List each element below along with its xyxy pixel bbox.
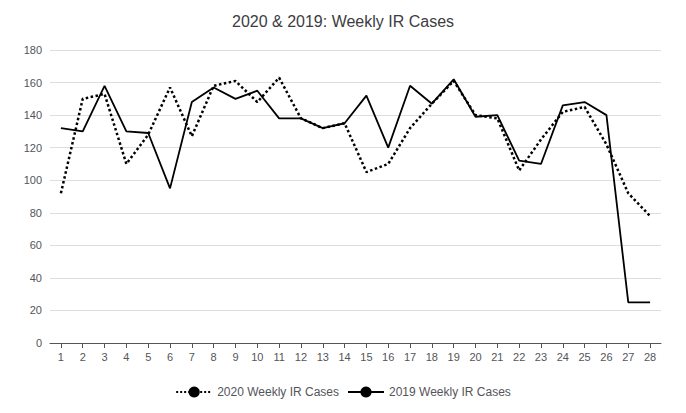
svg-text:100: 100 (24, 174, 42, 186)
svg-text:6: 6 (167, 351, 173, 363)
svg-text:2019 Weekly IR Cases: 2019 Weekly IR Cases (389, 385, 511, 399)
svg-text:0: 0 (36, 337, 42, 349)
svg-text:120: 120 (24, 142, 42, 154)
svg-text:17: 17 (404, 351, 416, 363)
svg-text:40: 40 (30, 272, 42, 284)
svg-text:1: 1 (58, 351, 64, 363)
svg-text:19: 19 (448, 351, 460, 363)
svg-text:180: 180 (24, 44, 42, 56)
svg-text:140: 140 (24, 109, 42, 121)
svg-text:8: 8 (211, 351, 217, 363)
svg-text:27: 27 (622, 351, 634, 363)
svg-text:60: 60 (30, 239, 42, 251)
svg-text:25: 25 (579, 351, 591, 363)
svg-text:15: 15 (360, 351, 372, 363)
svg-text:160: 160 (24, 77, 42, 89)
svg-text:16: 16 (382, 351, 394, 363)
svg-text:3: 3 (101, 351, 107, 363)
svg-text:13: 13 (317, 351, 329, 363)
svg-text:5: 5 (145, 351, 151, 363)
svg-text:7: 7 (189, 351, 195, 363)
svg-text:11: 11 (273, 351, 284, 363)
svg-text:28: 28 (644, 351, 656, 363)
svg-text:26: 26 (600, 351, 612, 363)
svg-text:21: 21 (491, 351, 503, 363)
svg-text:9: 9 (232, 351, 238, 363)
svg-text:2: 2 (80, 351, 86, 363)
svg-text:2020 Weekly IR Cases: 2020 Weekly IR Cases (217, 385, 339, 399)
svg-text:20: 20 (30, 304, 42, 316)
svg-text:22: 22 (513, 351, 525, 363)
svg-text:20: 20 (469, 351, 481, 363)
svg-text:4: 4 (123, 351, 129, 363)
svg-text:18: 18 (426, 351, 438, 363)
svg-text:12: 12 (295, 351, 307, 363)
svg-text:80: 80 (30, 207, 42, 219)
svg-text:24: 24 (557, 351, 569, 363)
svg-text:2020 & 2019: Weekly IR Cases: 2020 & 2019: Weekly IR Cases (232, 13, 454, 30)
svg-text:10: 10 (251, 351, 263, 363)
svg-text:23: 23 (535, 351, 547, 363)
svg-text:14: 14 (338, 351, 350, 363)
